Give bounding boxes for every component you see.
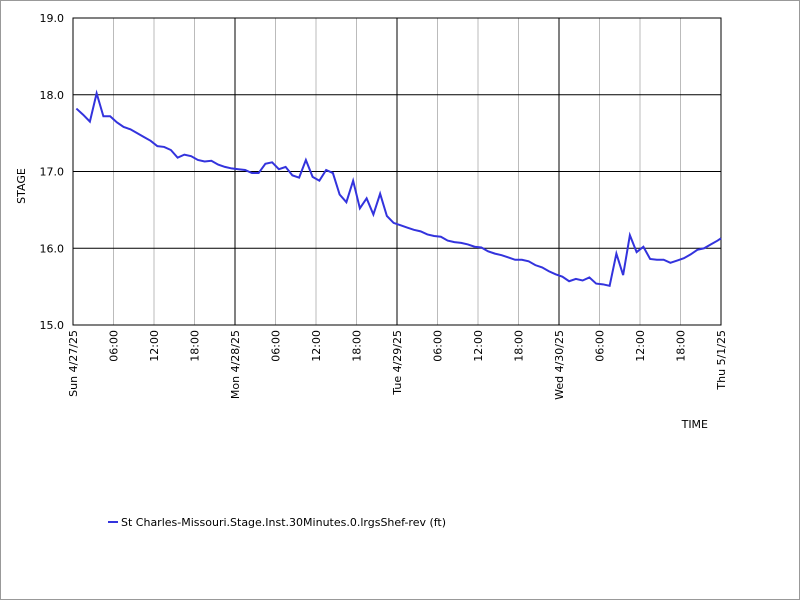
x-tick-label: 12:00: [310, 330, 323, 362]
x-tick-label: Tue 4/29/25: [391, 330, 404, 396]
x-tick-label: Sun 4/27/25: [67, 330, 80, 397]
legend-label: St Charles-Missouri.Stage.Inst.30Minutes…: [121, 516, 446, 529]
x-tick-label: 12:00: [472, 330, 485, 362]
x-tick-label: Wed 4/30/25: [553, 330, 566, 400]
y-tick-label: 18.0: [40, 89, 65, 102]
y-tick-label: 17.0: [40, 166, 65, 179]
series-line: [75, 89, 722, 288]
plot-border: [72, 17, 722, 326]
y-tick-label: 16.0: [40, 242, 65, 255]
x-tick-label: 18:00: [675, 330, 688, 362]
x-tick-label: 06:00: [270, 330, 283, 362]
y-tick-label: 15.0: [40, 319, 65, 332]
x-tick-label: Mon 4/28/25: [229, 330, 242, 399]
x-tick-label: 06:00: [594, 330, 607, 362]
x-tick-label: 18:00: [351, 330, 364, 362]
y-tick-label: 19.0: [40, 12, 65, 25]
x-tick-label: 06:00: [108, 330, 121, 362]
y-axis-label: STAGE: [15, 168, 28, 204]
x-tick-label: 12:00: [148, 330, 161, 362]
x-tick-label: 18:00: [189, 330, 202, 362]
x-tick-label: 12:00: [634, 330, 647, 362]
x-axis-label: TIME: [681, 418, 708, 431]
x-tick-label: 18:00: [513, 330, 526, 362]
x-tick-label: 06:00: [432, 330, 445, 362]
x-tick-label: Thu 5/1/25: [715, 330, 728, 391]
